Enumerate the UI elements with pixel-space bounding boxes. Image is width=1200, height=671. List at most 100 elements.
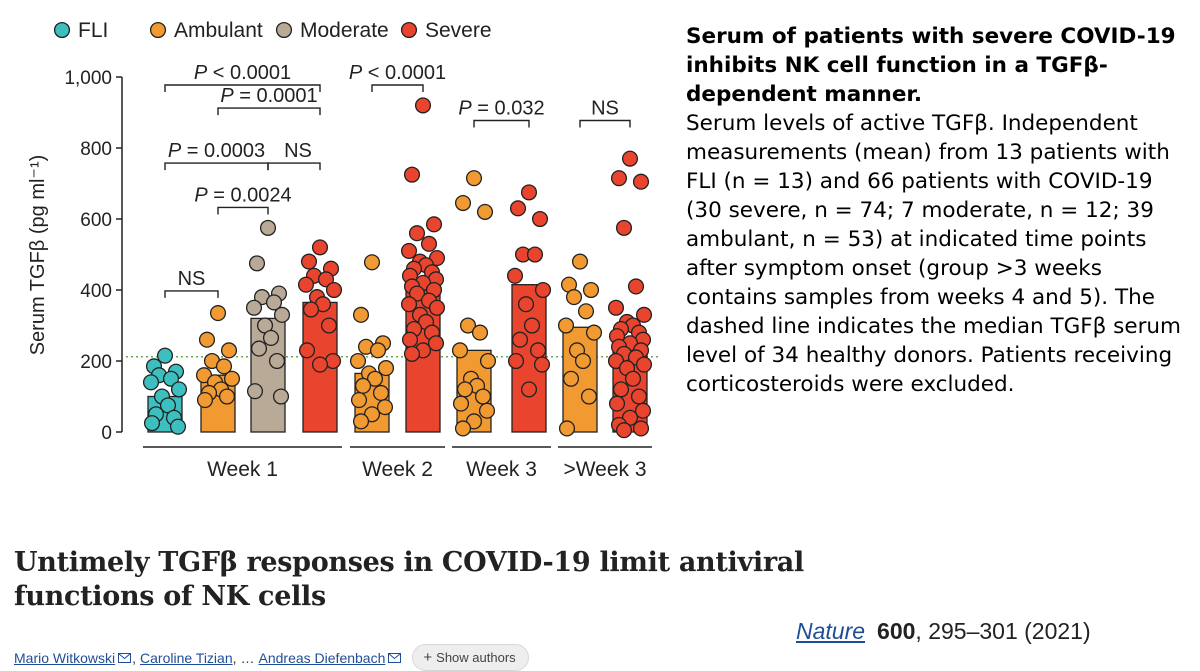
legend-marker — [275, 21, 293, 39]
data-point — [372, 384, 390, 402]
data-point — [259, 219, 277, 236]
significance-label: NS — [591, 98, 619, 120]
data-point — [245, 299, 263, 316]
data-point — [209, 305, 227, 322]
author-link[interactable]: Andreas Diefenbach — [258, 649, 386, 666]
citation: Nature 600, 295–301 (2021) — [796, 618, 1091, 645]
data-point — [350, 391, 368, 409]
x-group-label: Week 2 — [362, 458, 433, 481]
data-point — [517, 296, 535, 313]
y-tick-label: 600 — [80, 210, 112, 231]
data-point — [403, 345, 421, 362]
data-point — [454, 194, 472, 212]
data-point — [311, 239, 329, 256]
data-point — [474, 388, 492, 405]
data-point — [580, 388, 598, 405]
data-point — [634, 402, 652, 419]
author-link[interactable]: Caroline Tizian — [140, 649, 233, 666]
y-tick-label: 400 — [80, 281, 112, 302]
data-point — [265, 294, 283, 311]
y-tick-label: 200 — [80, 352, 112, 373]
data-point — [369, 342, 387, 359]
mail-icon[interactable] — [118, 652, 132, 663]
significance-label: P = 0.0003 — [168, 140, 265, 162]
data-point — [635, 306, 653, 323]
data-point — [520, 381, 538, 398]
data-point — [300, 253, 318, 270]
significance-bracket — [267, 162, 321, 171]
data-point — [170, 381, 188, 398]
legend-label: Moderate — [300, 19, 389, 42]
data-point — [262, 329, 280, 346]
data-point — [143, 415, 161, 432]
data-point — [408, 225, 426, 242]
tgfb-bar-chart: 0 200 400 600 800 1,000 Serum TGFβ (pg ml⁻¹) We… — [27, 19, 660, 481]
paper-title: Untimely TGFβ responses in COVID-19 limi… — [14, 547, 804, 612]
data-point — [298, 342, 316, 359]
data-point — [320, 317, 338, 334]
data-point — [248, 255, 266, 272]
data-point — [250, 340, 268, 357]
data-point — [428, 299, 446, 316]
data-point — [403, 166, 421, 183]
significance-label: NS — [284, 140, 312, 162]
x-group-label: Week 3 — [466, 458, 537, 481]
data-point — [377, 360, 395, 377]
data-point — [565, 289, 583, 306]
significance-bracket — [217, 206, 269, 215]
data-point — [610, 170, 628, 187]
data-point — [509, 200, 527, 217]
data-point — [632, 420, 650, 437]
y-tick-label: 1,000 — [64, 68, 112, 89]
legend-label: Severe — [425, 19, 492, 42]
author-list: Mario Witkowski , Caroline Tizian , … An… — [14, 644, 529, 671]
data-point — [574, 352, 592, 370]
data-point — [621, 150, 639, 167]
data-point — [452, 395, 470, 412]
data-point — [297, 276, 315, 293]
data-point — [420, 235, 438, 252]
data-point — [520, 184, 538, 201]
data-point — [325, 281, 343, 299]
authors-ellipsis: … — [240, 649, 255, 666]
data-point — [414, 97, 432, 114]
data-point — [476, 203, 494, 220]
significance-label: P < 0.0001 — [349, 62, 446, 84]
data-point — [317, 271, 335, 288]
data-point — [451, 342, 469, 359]
data-point — [196, 391, 214, 409]
data-point — [169, 418, 187, 435]
data-point — [352, 306, 370, 323]
data-point — [582, 281, 600, 299]
data-point — [454, 420, 472, 437]
data-point — [506, 267, 524, 284]
data-point — [268, 352, 286, 370]
data-point — [400, 296, 418, 313]
show-authors-button[interactable]: + Show authors — [412, 644, 529, 671]
data-point — [577, 303, 595, 320]
data-point — [376, 399, 394, 416]
data-point — [352, 413, 370, 430]
data-point — [246, 383, 264, 400]
data-point — [557, 317, 575, 334]
significance-label: P < 0.0001 — [194, 62, 291, 84]
data-point — [533, 356, 551, 373]
legend-label: Ambulant — [174, 19, 263, 42]
data-point — [363, 254, 381, 271]
data-point — [427, 335, 445, 352]
y-tick-label: 0 — [101, 423, 112, 444]
data-point — [366, 370, 384, 387]
data-point — [142, 374, 160, 391]
data-point — [507, 352, 525, 370]
data-point — [531, 210, 549, 228]
y-tick-label: 800 — [80, 139, 112, 160]
data-point — [400, 242, 418, 260]
data-point — [162, 370, 180, 387]
mail-icon[interactable] — [388, 652, 402, 663]
author-link[interactable]: Mario Witkowski — [14, 649, 116, 666]
data-point — [456, 381, 474, 398]
legend-marker — [53, 21, 71, 39]
journal-link[interactable]: Nature — [796, 618, 866, 644]
significance-bracket — [473, 119, 530, 128]
data-point — [478, 402, 496, 419]
